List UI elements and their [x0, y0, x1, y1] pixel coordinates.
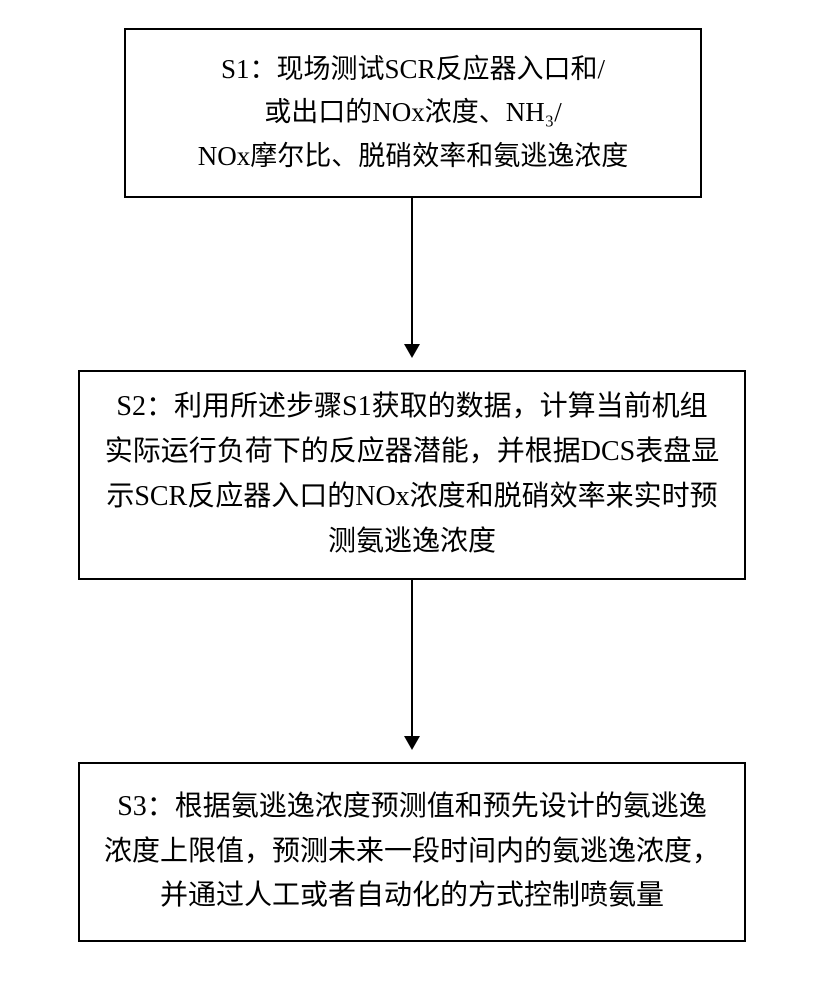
node-s1-text: S1：现场测试SCR反应器入口和/ 或出口的NOx浓度、NH₃/ NOx摩尔比、…	[198, 48, 629, 178]
flowchart-arrow-s2-s3	[411, 580, 413, 748]
flowchart-node-s1: S1：现场测试SCR反应器入口和/ 或出口的NOx浓度、NH₃/ NOx摩尔比、…	[124, 28, 702, 198]
flowchart-node-s3: S3：根据氨逃逸浓度预测值和预先设计的氨逃逸浓度上限值，预测未来一段时间内的氨逃…	[78, 762, 746, 942]
flowchart-arrow-s1-s2	[411, 198, 413, 356]
node-s2-text: S2：利用所述步骤S1获取的数据，计算当前机组实际运行负荷下的反应器潜能，并根据…	[104, 385, 720, 564]
flowchart-node-s2: S2：利用所述步骤S1获取的数据，计算当前机组实际运行负荷下的反应器潜能，并根据…	[78, 370, 746, 580]
node-s3-text: S3：根据氨逃逸浓度预测值和预先设计的氨逃逸浓度上限值，预测未来一段时间内的氨逃…	[104, 785, 720, 919]
flowchart-container: S1：现场测试SCR反应器入口和/ 或出口的NOx浓度、NH₃/ NOx摩尔比、…	[0, 0, 823, 1000]
